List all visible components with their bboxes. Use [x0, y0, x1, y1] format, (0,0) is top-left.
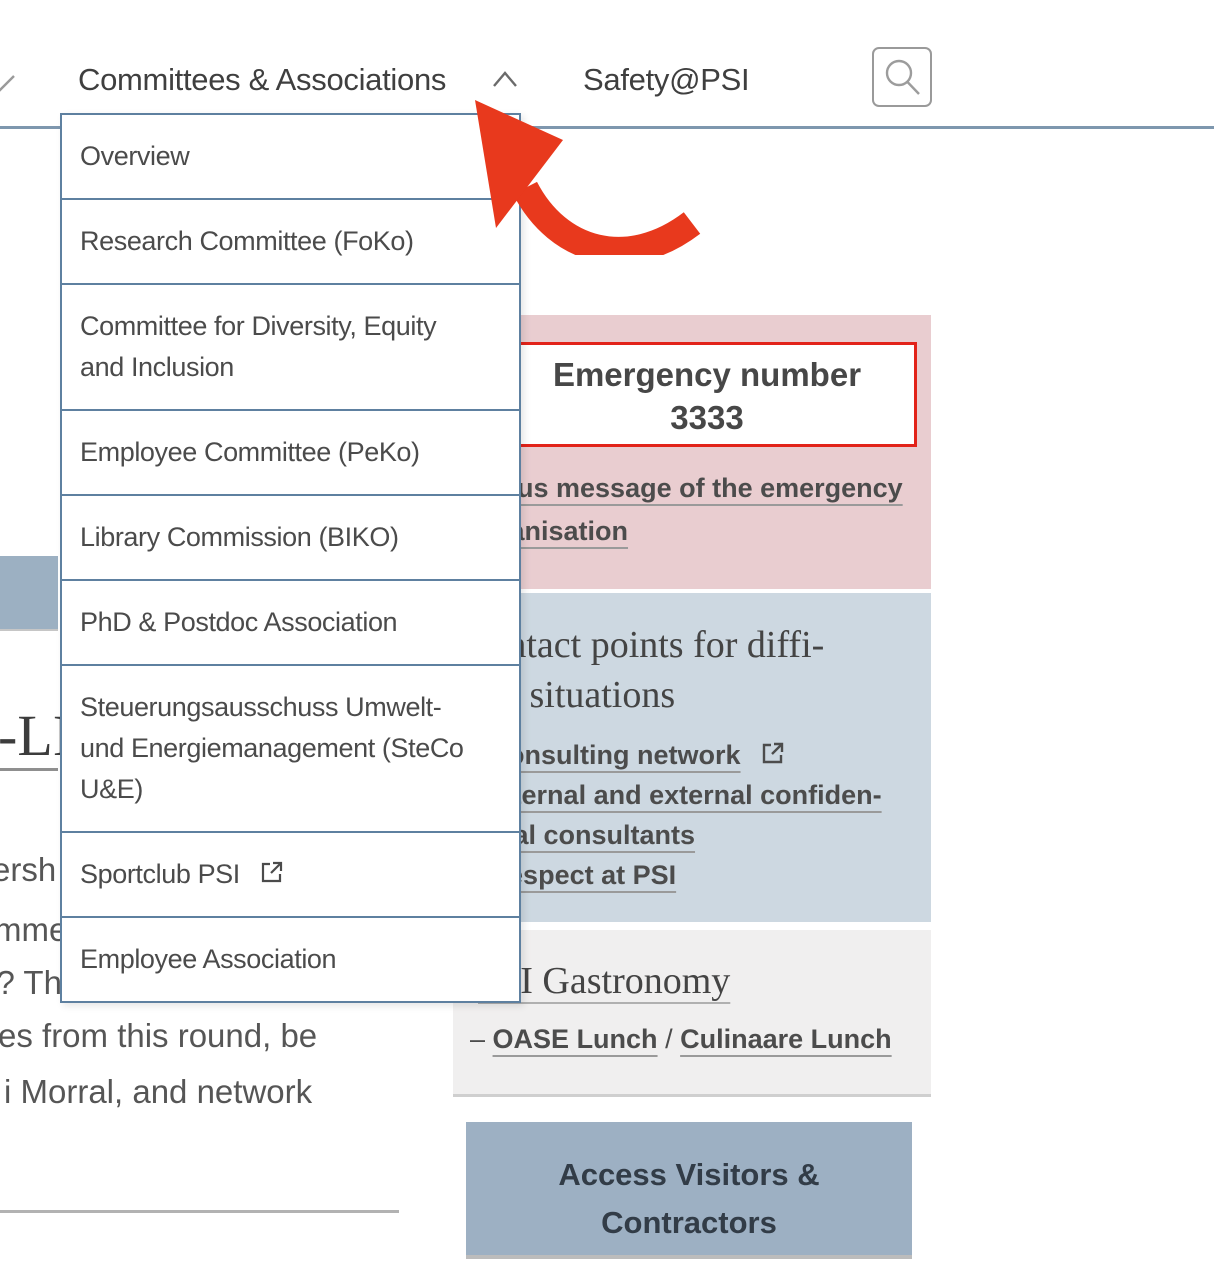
emergency-title: Emergency number — [552, 356, 862, 393]
background-text-fragment: i Morral, and network — [4, 1073, 313, 1110]
lunch-links-row: – OASE Lunch / Culinaare Lunch — [470, 1024, 892, 1054]
respect-at-psi-link[interactable]: – Respect at PSI — [466, 860, 677, 890]
background-headline-rule — [0, 768, 58, 771]
menu-item-steco-ue[interactable]: Steuerungsausschuss Umwelt- und Energiem… — [62, 664, 519, 831]
access-visitors-contractors-button[interactable]: Access Visitors & Contractors — [466, 1122, 912, 1259]
background-text-fragment: mme — [0, 911, 68, 948]
background-text-fragment: s? Th — [0, 964, 62, 1001]
menu-item-employee-association[interactable]: Employee Association — [62, 916, 519, 1001]
gastronomy-panel: PSI Gastronomy – OASE Lunch / Culinaare … — [453, 930, 931, 1097]
menu-item-overview[interactable]: Overview — [80, 141, 190, 171]
nav-underline — [0, 126, 1214, 129]
nav-item-safety-psi[interactable]: Safety@PSI — [583, 62, 750, 97]
committees-dropdown-menu: Overview Research Committee (FoKo) Commi… — [60, 113, 521, 1003]
emergency-status-link[interactable]: Status message of the emergency organisa… — [466, 473, 903, 546]
menu-item-employee-committee[interactable]: Employee Committee (PeKo) — [62, 409, 519, 494]
emergency-panel: Emergency number 3333 Status message of … — [453, 315, 931, 589]
background-teaser-box — [0, 556, 58, 631]
emergency-number-box: Emergency number 3333 — [497, 342, 917, 447]
external-link-icon — [261, 861, 283, 883]
background-section-divider — [0, 1210, 399, 1213]
lunch-separator: / — [665, 1024, 673, 1054]
confidential-consultants-link[interactable]: – Internal and external confiden- tial c… — [466, 780, 882, 850]
consulting-network-link[interactable]: – Consulting network — [466, 735, 882, 775]
menu-item-research-committee[interactable]: Research Committee (FoKo) — [62, 198, 519, 283]
background-text-fragment: ersh — [0, 851, 57, 888]
menu-item-diversity-committee[interactable]: Committee for Diversity, Equity and Incl… — [62, 283, 519, 409]
external-link-icon — [762, 742, 784, 764]
contact-points-panel: Contact points for diffi- cult situation… — [453, 593, 931, 922]
background-text-fragment: es from this round, be — [0, 1017, 318, 1054]
menu-item-library-commission[interactable]: Library Commission (BIKO) — [62, 494, 519, 579]
search-button[interactable] — [872, 47, 932, 107]
nav-item-committees-associations[interactable]: Committees & Associations — [78, 62, 447, 97]
emergency-number: 3333 — [670, 399, 744, 436]
oase-lunch-link[interactable]: OASE Lunch — [492, 1024, 658, 1054]
menu-item-sportclub-psi[interactable]: Sportclub PSI — [62, 831, 519, 916]
magnifier-icon — [885, 59, 920, 95]
chevron-down-icon — [0, 75, 15, 92]
chevron-up-icon[interactable] — [492, 70, 520, 90]
menu-item-phd-postdoc-association[interactable]: PhD & Postdoc Association — [62, 579, 519, 664]
culinaare-lunch-link[interactable]: Culinaare Lunch — [680, 1024, 892, 1054]
